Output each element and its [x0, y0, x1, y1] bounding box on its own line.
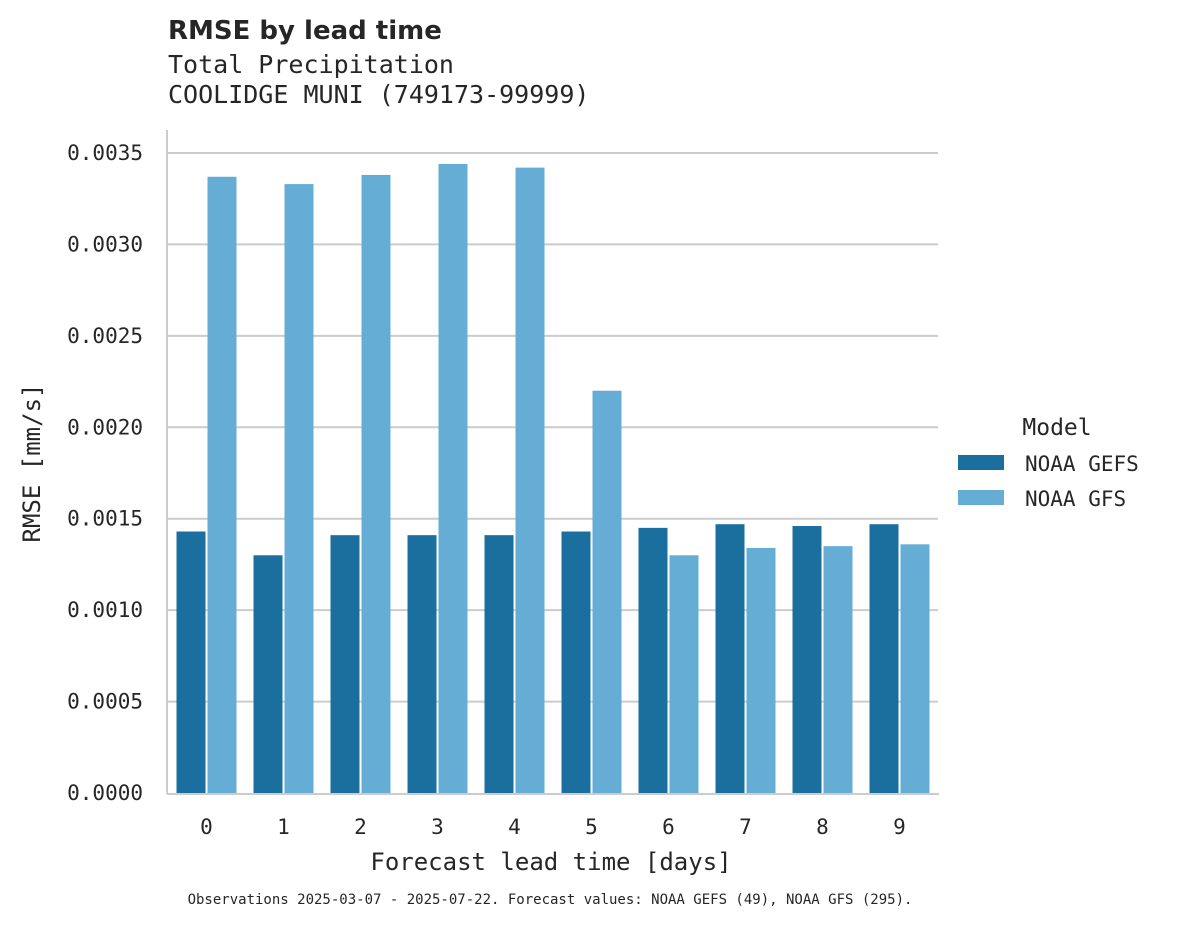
bar-gfs-lead-0	[207, 176, 237, 793]
bar-gfs-lead-2	[361, 174, 391, 793]
y-tick-label: 0.0010	[67, 598, 143, 622]
chart-title: RMSE by lead time	[168, 16, 442, 46]
bar-gefs-lead-1	[253, 555, 283, 793]
bar-gefs-lead-7	[715, 524, 745, 793]
x-tick-label: 0	[200, 815, 213, 839]
legend-swatch-gefs	[958, 455, 1004, 470]
legend-swatch-gfs	[958, 490, 1004, 505]
bar-gefs-lead-4	[484, 535, 514, 793]
bar-gfs-lead-9	[900, 544, 930, 793]
y-tick-label: 0.0005	[67, 690, 143, 714]
chart-footnote: Observations 2025-03-07 - 2025-07-22. Fo…	[187, 892, 913, 908]
x-axis-label: Forecast lead time [days]	[370, 848, 731, 876]
bar-gfs-lead-6	[669, 555, 699, 793]
legend-label-gefs: NOAA GEFS	[1025, 452, 1139, 476]
y-tick-label: 0.0035	[67, 141, 143, 165]
x-tick-label: 6	[662, 815, 675, 839]
y-tick-label: 0.0020	[67, 415, 143, 439]
bar-gefs-lead-3	[407, 535, 437, 793]
bar-gfs-lead-1	[284, 184, 314, 794]
legend-title: Model	[1022, 415, 1091, 441]
x-tick-label: 9	[893, 815, 906, 839]
bar-gefs-lead-6	[638, 527, 668, 793]
y-axis-label: RMSE [mm/s]	[18, 384, 46, 543]
chart-subtitle-variable: Total Precipitation	[168, 50, 454, 79]
bar-gefs-lead-5	[561, 531, 591, 793]
bar-gfs-lead-7	[746, 547, 776, 793]
y-tick-label: 0.0000	[67, 781, 143, 805]
x-tick-label: 5	[585, 815, 598, 839]
gridlines	[168, 152, 938, 703]
bars	[176, 163, 930, 794]
legend-label-gfs: NOAA GFS	[1025, 487, 1126, 511]
x-tick-label: 3	[431, 815, 444, 839]
bar-gefs-lead-0	[176, 531, 206, 793]
y-tick-labels: 0.0000 0.0005 0.0010 0.0015 0.0020 0.0025 0.00…	[67, 141, 143, 805]
axes	[166, 130, 939, 795]
x-tick-label: 2	[354, 815, 367, 839]
x-tick-label: 8	[816, 815, 829, 839]
bar-gfs-lead-8	[823, 546, 853, 793]
y-tick-label: 0.0015	[67, 507, 143, 531]
legend: Model NOAA GEFS NOAA GFS	[958, 415, 1139, 511]
x-tick-label: 7	[739, 815, 752, 839]
bar-gfs-lead-4	[515, 167, 545, 794]
y-tick-label: 0.0030	[67, 232, 143, 256]
bar-gefs-lead-9	[869, 524, 899, 793]
y-tick-label: 0.0025	[67, 324, 143, 348]
x-tick-label: 1	[277, 815, 290, 839]
bar-gefs-lead-8	[792, 526, 822, 793]
x-tick-labels: 0 1 2 3 4 5 6 7 8 9	[200, 815, 906, 839]
x-tick-label: 4	[508, 815, 521, 839]
bar-gfs-lead-5	[592, 390, 622, 793]
bar-gefs-lead-2	[330, 535, 360, 793]
chart-subtitle-station: COOLIDGE MUNI (749173-99999)	[168, 80, 590, 109]
bar-gfs-lead-3	[438, 163, 468, 793]
